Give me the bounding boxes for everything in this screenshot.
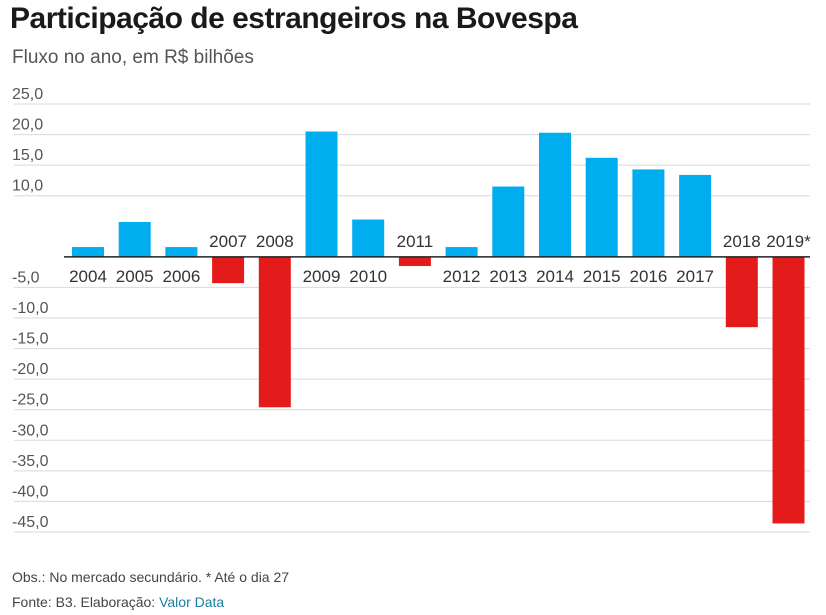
- y-tick-label: -10,0: [12, 300, 49, 317]
- x-category-label: 2005: [116, 267, 154, 286]
- bar: [398, 256, 431, 267]
- y-tick-label: -45,0: [12, 514, 49, 531]
- x-category-label: 2015: [583, 267, 621, 286]
- footnote-source: Fonte: B3. Elaboração: Valor Data: [12, 594, 224, 610]
- bar: [632, 169, 665, 257]
- bar: [539, 132, 571, 257]
- y-tick-label: -30,0: [12, 422, 49, 439]
- bar: [492, 186, 525, 257]
- x-category-label: 2013: [489, 267, 527, 286]
- bar: [258, 256, 291, 408]
- source-prefix: Fonte: B3. Elaboração:: [12, 594, 160, 610]
- x-category-label: 2004: [69, 267, 107, 286]
- x-category-label: 2011: [397, 232, 434, 251]
- x-category-label: 2010: [349, 267, 387, 286]
- x-category-label: 2017: [676, 267, 714, 286]
- bar: [72, 247, 104, 257]
- x-category-label: 2014: [536, 267, 574, 286]
- y-tick-label: 20,0: [12, 117, 43, 134]
- chart-subtitle: Fluxo no ano, em R$ bilhões: [12, 47, 254, 68]
- y-tick-label: 25,0: [12, 86, 43, 103]
- bar: [165, 247, 198, 257]
- bar: [352, 219, 385, 257]
- y-tick-label: -35,0: [12, 453, 49, 470]
- bar: [445, 247, 478, 257]
- chart-title: Participação de estrangeiros na Bovespa: [10, 2, 578, 35]
- y-tick-label: -15,0: [12, 331, 49, 348]
- x-category-label: 2012: [443, 267, 481, 286]
- x-category-label: 2006: [162, 267, 200, 286]
- y-tick-label: -25,0: [12, 392, 49, 409]
- x-category-label: 2009: [303, 267, 341, 286]
- bar: [585, 157, 618, 257]
- x-category-label: 2016: [629, 267, 667, 286]
- x-category-label: 2019*: [766, 232, 811, 251]
- y-tick-label: 10,0: [12, 178, 43, 195]
- bar: [725, 256, 758, 328]
- x-category-label: 2008: [256, 232, 294, 251]
- bar: [118, 222, 151, 257]
- y-tick-label: -5,0: [12, 269, 40, 286]
- bar: [305, 131, 338, 257]
- y-tick-label: -20,0: [12, 361, 49, 378]
- footnote-observation: Obs.: No mercado secundário. * Até o dia…: [12, 569, 290, 585]
- bar: [679, 174, 712, 257]
- y-tick-label: -40,0: [12, 483, 49, 500]
- y-tick-label: 15,0: [12, 147, 43, 164]
- source-link[interactable]: Valor Data: [159, 594, 225, 610]
- x-category-label: 2007: [209, 232, 247, 251]
- x-category-label: 2018: [723, 232, 761, 251]
- bar: [772, 256, 805, 524]
- bar: [212, 256, 245, 284]
